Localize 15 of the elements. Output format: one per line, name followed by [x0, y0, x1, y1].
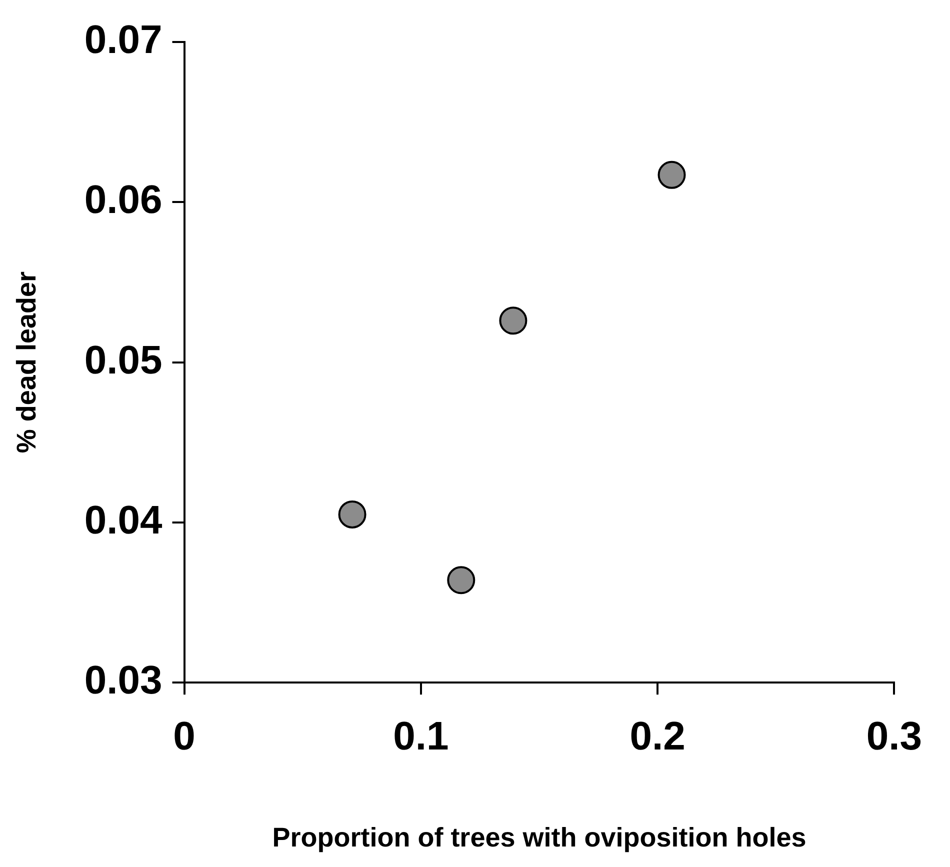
x-tick-label: 0.1 [393, 714, 449, 759]
y-tick-label: 0.06 [84, 178, 162, 222]
y-axis-title: % dead leader [12, 271, 42, 454]
point [658, 160, 686, 189]
y-tick-label: 0.03 [84, 658, 162, 703]
x-tick-label: 0.2 [630, 714, 686, 759]
x-tick-label: 0.3 [866, 714, 922, 759]
y-tick-label: 0.04 [84, 498, 163, 542]
y-tick-label: 0.07 [84, 18, 162, 62]
x-axis-title: Proportion of trees with oviposition holes [272, 822, 806, 852]
x-tick-label: 0 [173, 714, 196, 759]
y-tick-label: 0.05 [84, 338, 162, 382]
point [338, 500, 366, 528]
point [447, 566, 476, 594]
point [499, 306, 528, 335]
